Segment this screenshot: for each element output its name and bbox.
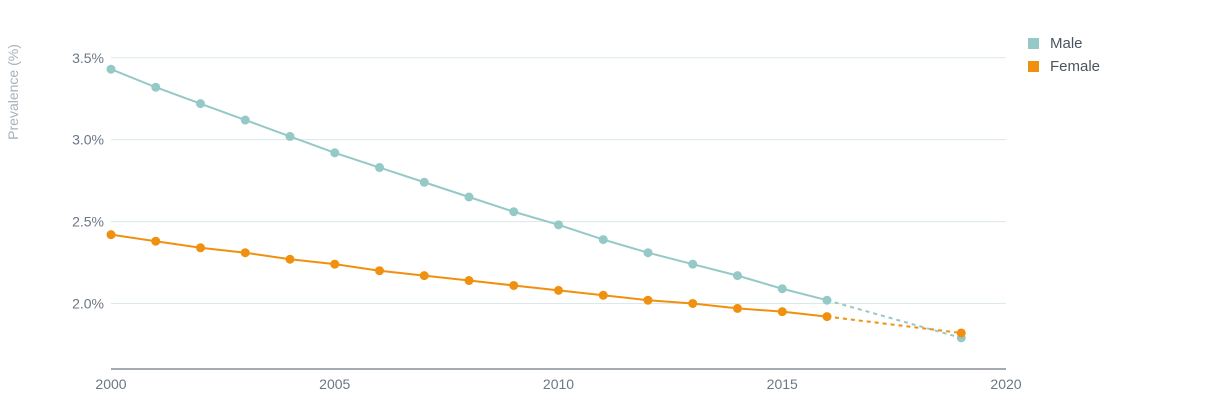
data-point[interactable] <box>598 235 608 245</box>
data-point[interactable] <box>509 207 519 217</box>
y-tick-label: 3.5% <box>72 50 104 66</box>
series-female <box>106 230 966 338</box>
legend-label-male: Male <box>1050 35 1083 52</box>
x-tick-label: 2005 <box>319 376 350 392</box>
data-point[interactable] <box>419 177 429 187</box>
data-point[interactable] <box>643 248 653 258</box>
data-point[interactable] <box>151 82 161 92</box>
data-point[interactable] <box>240 115 250 125</box>
x-tick-label: 2000 <box>95 376 126 392</box>
data-point[interactable] <box>822 312 832 322</box>
x-tick-label: 2020 <box>990 376 1021 392</box>
data-point[interactable] <box>285 254 295 264</box>
data-point[interactable] <box>330 148 340 158</box>
data-point[interactable] <box>777 284 787 294</box>
series-line <box>110 233 828 318</box>
data-point[interactable] <box>733 303 742 313</box>
data-point[interactable] <box>196 99 205 109</box>
legend-item-female[interactable]: Female <box>1028 55 1100 78</box>
y-axis-title: Prevalence (%) <box>5 44 21 140</box>
data-point[interactable] <box>106 230 116 240</box>
data-point[interactable] <box>151 236 161 246</box>
data-point[interactable] <box>822 295 832 305</box>
data-point[interactable] <box>688 298 698 308</box>
projection-line <box>826 299 962 339</box>
data-point[interactable] <box>285 131 295 141</box>
series-male <box>106 64 966 343</box>
legend-label-female: Female <box>1050 58 1101 75</box>
gridlines <box>111 57 1006 304</box>
x-tick-labels: 2000 2005 2010 2015 2020 <box>95 376 1021 392</box>
projection-point[interactable] <box>956 328 966 338</box>
data-point[interactable] <box>643 295 653 305</box>
y-tick-label: 3.0% <box>72 132 104 148</box>
legend-swatch-female <box>1028 61 1039 72</box>
y-tick-labels: 2.0% 2.5% 3.0% 3.5% <box>72 50 104 312</box>
x-tick-label: 2010 <box>543 376 574 392</box>
legend-swatch-male <box>1028 38 1039 49</box>
data-point[interactable] <box>777 307 787 317</box>
projection-line <box>826 315 962 334</box>
data-point[interactable] <box>375 163 384 173</box>
y-tick-label: 2.0% <box>72 295 104 311</box>
legend: Male Female <box>1028 32 1100 78</box>
data-point[interactable] <box>464 276 474 286</box>
data-point[interactable] <box>688 259 698 269</box>
series-line <box>110 68 828 302</box>
data-point[interactable] <box>240 248 250 258</box>
data-point[interactable] <box>330 259 340 269</box>
series-group <box>106 64 966 343</box>
data-point[interactable] <box>598 290 608 300</box>
data-point[interactable] <box>196 243 205 253</box>
legend-item-male[interactable]: Male <box>1028 32 1100 55</box>
y-tick-label: 2.5% <box>72 214 104 230</box>
data-point[interactable] <box>375 266 384 276</box>
data-point[interactable] <box>419 271 429 281</box>
data-point[interactable] <box>106 64 116 74</box>
data-point[interactable] <box>554 285 563 295</box>
data-point[interactable] <box>464 192 474 202</box>
x-tick-label: 2015 <box>767 376 798 392</box>
data-point[interactable] <box>554 220 563 230</box>
data-point[interactable] <box>509 280 519 290</box>
data-point[interactable] <box>733 271 742 281</box>
